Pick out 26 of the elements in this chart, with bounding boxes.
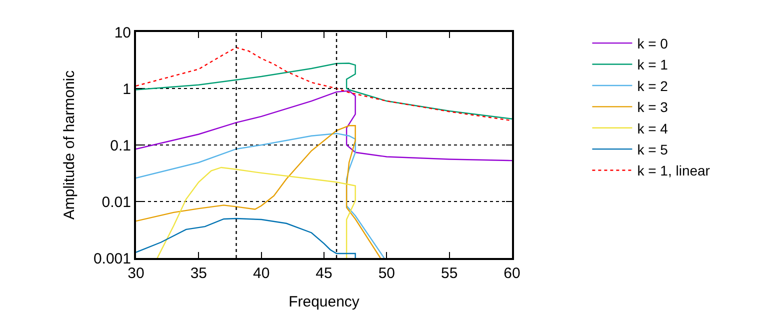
x-tick-label: 40	[252, 265, 270, 282]
x-tick-label: 35	[190, 265, 208, 282]
legend-label: k = 1, linear	[637, 162, 710, 179]
legend-label: k = 2	[637, 78, 668, 94]
legend-label: k = 0	[637, 36, 668, 52]
legend-label: k = 3	[637, 99, 668, 116]
legend-label: k = 5	[637, 142, 668, 158]
line-series	[136, 90, 512, 162]
line-series	[136, 218, 356, 258]
x-tick-label: 30	[128, 265, 144, 282]
x-tick-label: 45	[316, 265, 332, 282]
line-series	[136, 46, 512, 122]
x-tick-label: 60	[504, 265, 520, 282]
y-axis-title: Amplitude of harmonic	[61, 70, 78, 220]
x-tick-label: 55	[440, 265, 458, 282]
line-series	[156, 166, 356, 258]
legend-label: k = 1	[637, 56, 668, 73]
y-tick-label: 1	[122, 80, 131, 98]
y-tick-label: 10	[114, 24, 131, 42]
x-axis-title: Frequency	[288, 294, 360, 310]
y-tick-label: 0.1	[110, 137, 131, 154]
x-tick-label: 50	[378, 265, 396, 282]
y-tick-label: 0.01	[102, 194, 131, 211]
line-series	[136, 62, 512, 120]
legend-label: k = 4	[637, 120, 668, 136]
y-tick-label: 0.001	[93, 250, 131, 268]
